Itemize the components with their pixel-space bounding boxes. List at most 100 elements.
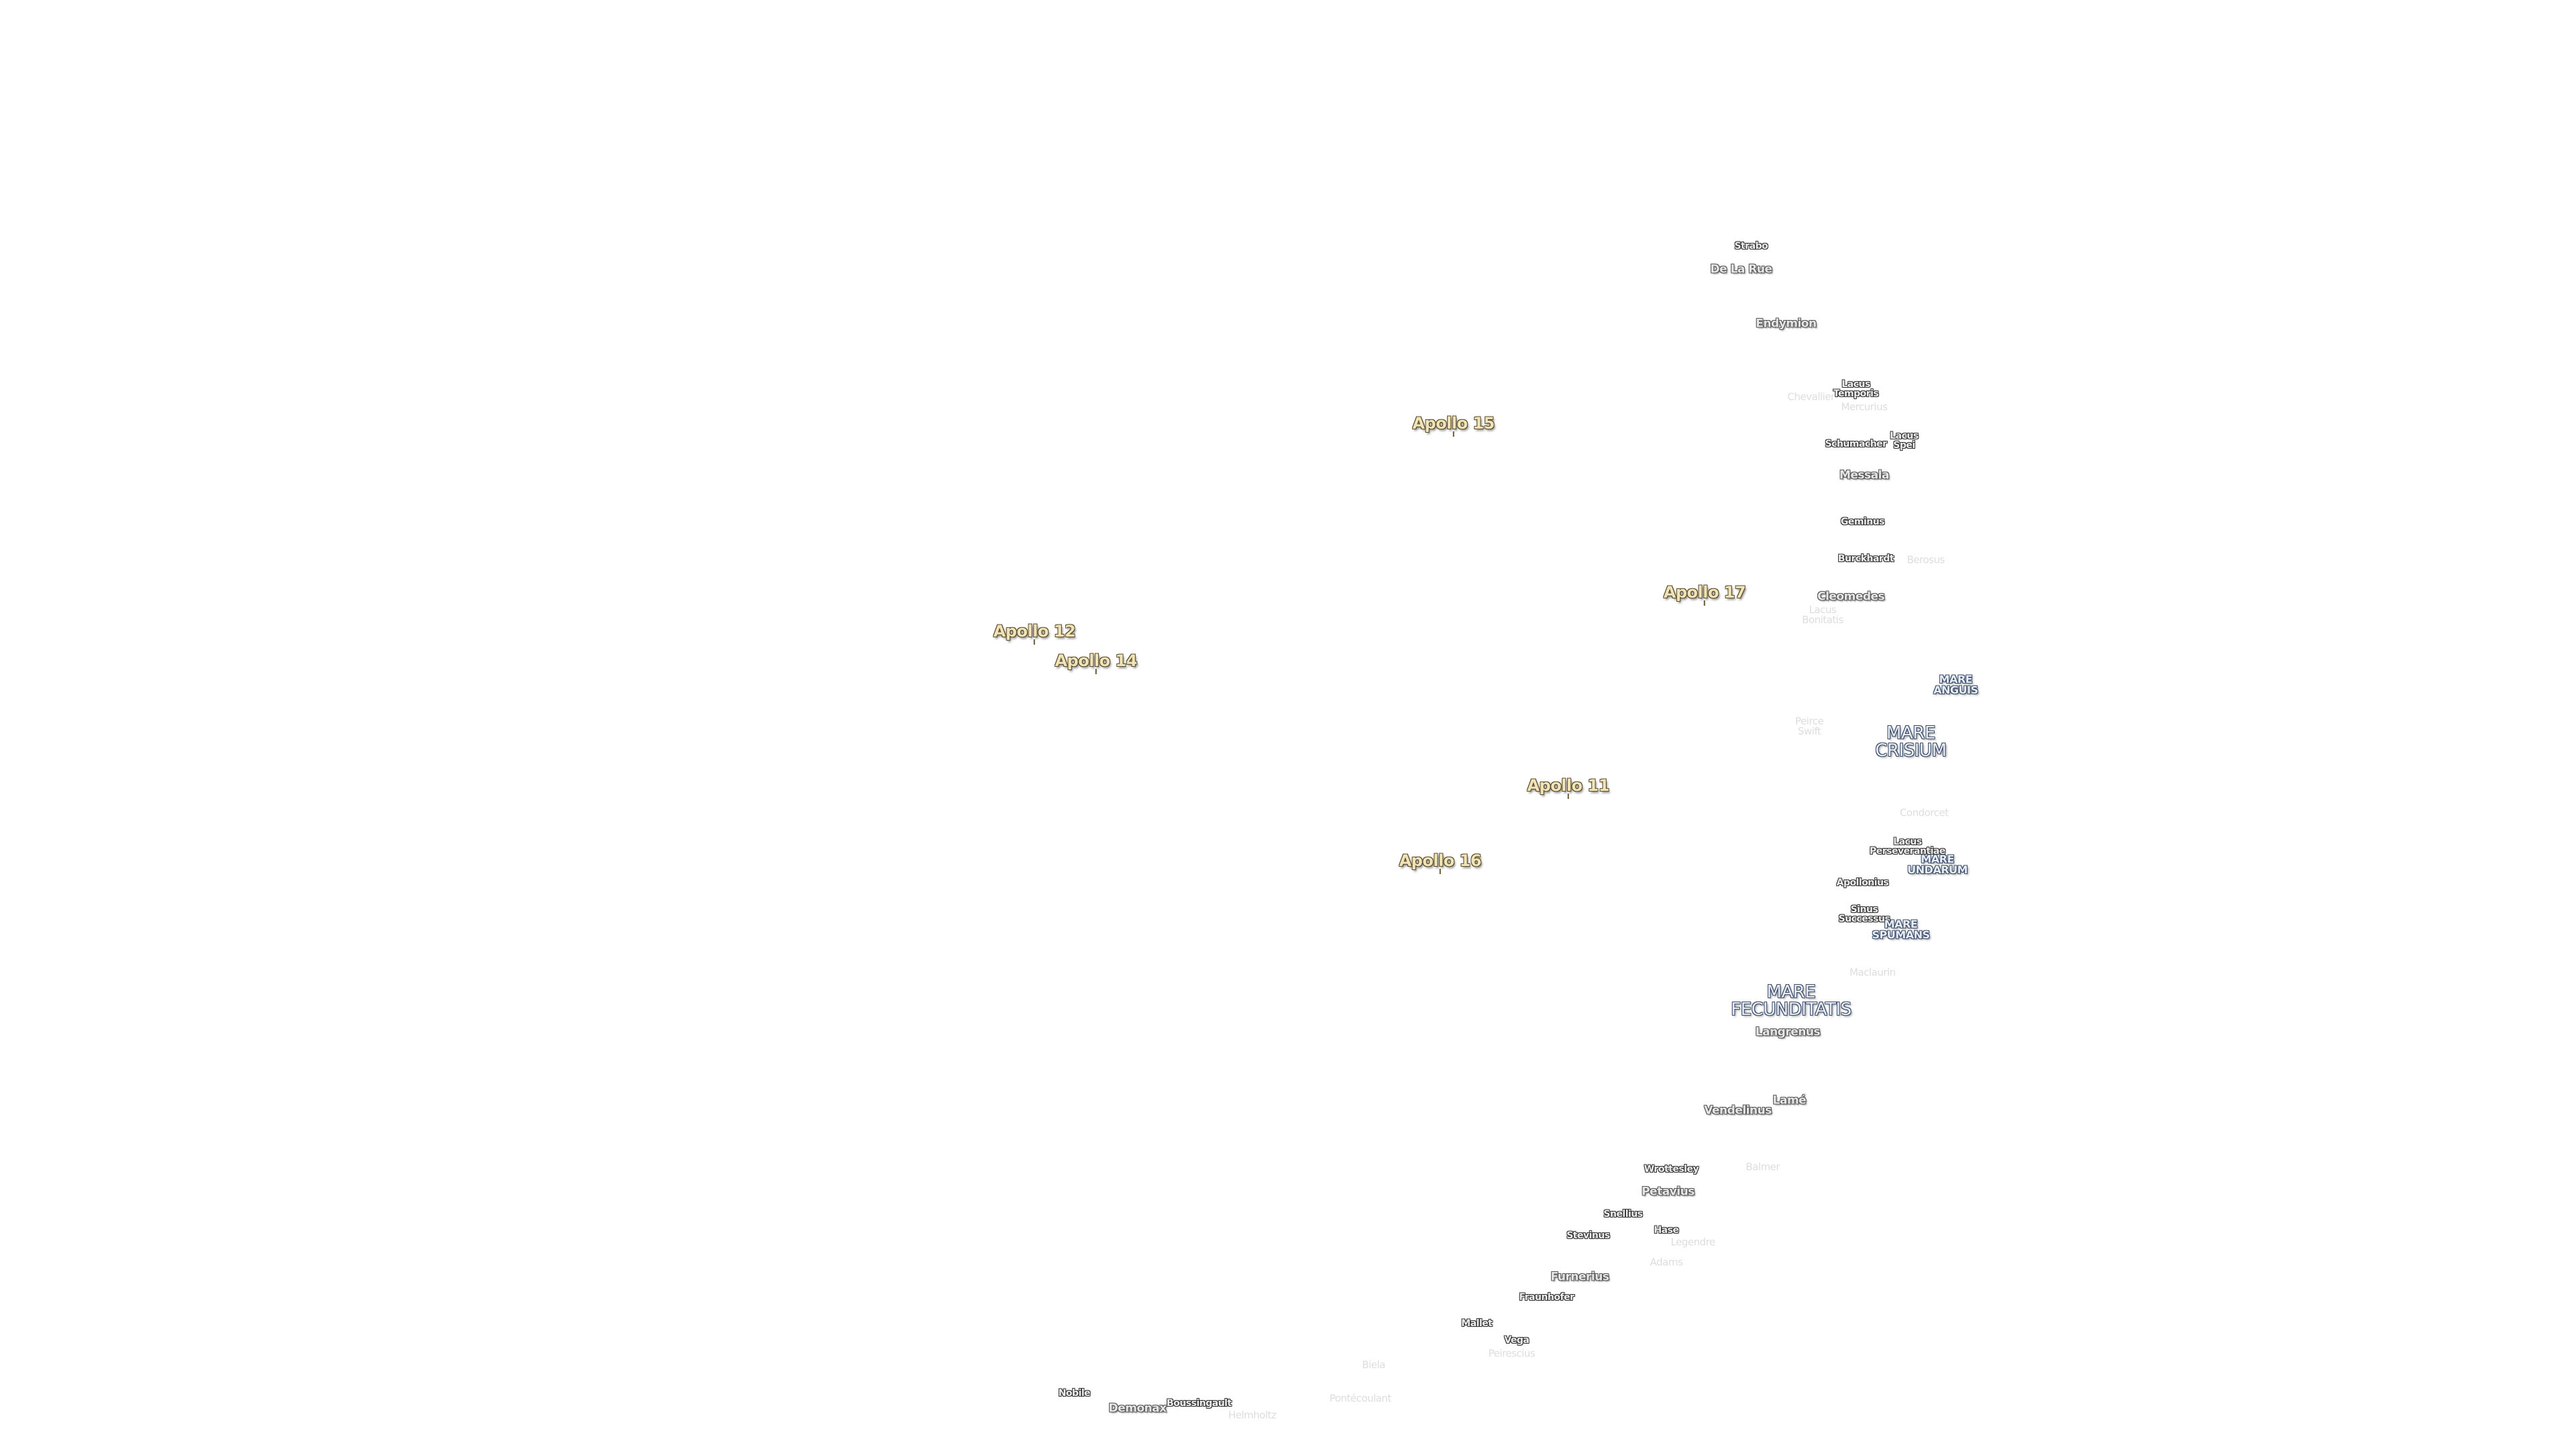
label-line: Peirescius (1488, 1347, 1536, 1360)
label-line: Lacus (1890, 430, 1919, 441)
label-line: Apollo 11 (1527, 776, 1609, 796)
map-label: Apollonius (1837, 878, 1889, 888)
label-line: Apollo 14 (1055, 651, 1137, 671)
map-label: Apollo 11 (1527, 777, 1609, 799)
label-line: Peirce (1795, 715, 1824, 728)
map-label: Furnerius (1551, 1271, 1609, 1283)
map-label: Sinus Successus (1839, 905, 1890, 924)
label-line: Snellius (1603, 1208, 1643, 1220)
label-line: Mallet (1461, 1318, 1493, 1330)
label-line: Lacus (1893, 836, 1922, 847)
map-label: Biela (1362, 1360, 1385, 1371)
map-label: Apollo 14 (1055, 651, 1137, 674)
label-line: Sinus (1850, 904, 1878, 916)
label-line: Vega (1504, 1335, 1529, 1346)
label-line: MARE (1921, 853, 1954, 866)
label-line: Perseverantiae (1869, 845, 1945, 857)
label-line: Lacus (1809, 604, 1837, 616)
map-label: Apollo 15 (1412, 413, 1495, 437)
label-line: Strabo (1734, 240, 1768, 252)
label-line: Demonax (1108, 1401, 1167, 1415)
map-label: Fraunhofer (1519, 1293, 1574, 1302)
label-line: Apollo 12 (993, 621, 1076, 641)
label-line: Geminus (1840, 517, 1885, 528)
label-line: ANGUIS (1933, 684, 1978, 697)
map-label: Adams (1650, 1257, 1683, 1267)
map-label: Stevinus (1566, 1230, 1610, 1241)
map-label: Langrenus (1755, 1025, 1821, 1039)
label-line: Chevallier (1787, 390, 1835, 403)
map-label: Peirce Swift (1795, 715, 1824, 738)
label-line: Lacus (1841, 379, 1870, 390)
label-line: Petavius (1642, 1185, 1695, 1199)
label-line: Lamé (1772, 1093, 1807, 1108)
map-label: Schumacher (1825, 438, 1888, 449)
label-line: Cleomedes (1817, 590, 1885, 604)
map-label: Lacus Bonitatis (1802, 605, 1843, 625)
label-line: CRISIUM (1875, 740, 1947, 761)
label-line: Stevinus (1566, 1230, 1610, 1241)
label-line: Boussingault (1167, 1398, 1232, 1409)
map-label: Burckhardt (1838, 554, 1894, 564)
label-line: Maclaurin (1849, 966, 1896, 979)
label-line: MARE (1884, 917, 1918, 930)
label-line: Apollonius (1836, 877, 1889, 889)
map-label: Hase (1654, 1225, 1679, 1236)
label-line: MARE (1766, 982, 1816, 1003)
label-line: Successus (1838, 914, 1890, 925)
label-line: Messala (1839, 468, 1889, 482)
map-label: Balmer (1746, 1162, 1780, 1173)
label-line: FECUNDITATIS (1731, 1000, 1851, 1020)
map-label: Strabo (1735, 241, 1768, 251)
map-label: Vega (1504, 1336, 1529, 1345)
label-line: Apollo 16 (1399, 851, 1482, 870)
label-line: Vendelinus (1704, 1104, 1772, 1118)
label-line: Condorcet (1899, 806, 1949, 819)
map-label: Condorcet (1900, 808, 1949, 818)
map-label: Geminus (1840, 517, 1885, 528)
map-label: Boussingault (1167, 1399, 1232, 1408)
label-line: MARE (1886, 722, 1935, 743)
label-line: Helmholtz (1228, 1409, 1277, 1421)
map-label: MARE UNDARUM (1907, 854, 1968, 875)
map-label: Cleomedes (1817, 590, 1885, 604)
label-line: Schumacher (1825, 438, 1888, 449)
label-line: Wrottesley (1644, 1163, 1699, 1175)
label-line: MARE (1939, 673, 1973, 686)
map-label: Berosus (1907, 555, 1945, 566)
label-line: De La Rue (1710, 262, 1773, 276)
label-line: Burckhardt (1837, 553, 1894, 564)
map-label: Nobile (1058, 1388, 1091, 1399)
map-label: Demonax (1109, 1403, 1167, 1414)
label-line: Langrenus (1755, 1025, 1821, 1039)
label-line: UNDARUM (1907, 863, 1968, 877)
label-line: Hase (1654, 1225, 1679, 1236)
label-line: Furnerius (1550, 1270, 1609, 1284)
map-label: MARE ANGUIS (1933, 674, 1978, 696)
label-line: Endymion (1756, 317, 1817, 331)
label-line: Swift (1797, 725, 1821, 738)
map-label: Snellius (1603, 1208, 1643, 1220)
map-label: Messala (1839, 470, 1889, 481)
label-line: Fraunhofer (1519, 1291, 1574, 1303)
map-label: Helmholtz (1228, 1409, 1277, 1421)
map-label: MARE SPUMANS (1872, 917, 1930, 941)
map-label: Vendelinus (1704, 1105, 1772, 1116)
label-line: Temporis (1833, 388, 1879, 400)
label-line: Adams (1650, 1256, 1683, 1269)
label-line: Nobile (1058, 1388, 1091, 1399)
map-label: Chevallier (1788, 392, 1835, 402)
map-label: Lacus Spei (1890, 430, 1919, 450)
label-line: Apollo 17 (1663, 583, 1746, 602)
map-label: MARE FECUNDITATIS (1731, 983, 1851, 1018)
label-line: Mercurius (1841, 400, 1888, 413)
map-label: Lacus Perseverantiae (1870, 837, 1945, 856)
map-label: Pontécoulant (1330, 1393, 1391, 1403)
map-label: Maclaurin (1849, 966, 1896, 979)
map-label: Wrottesley (1644, 1165, 1699, 1174)
label-line: Berosus (1907, 553, 1945, 566)
label-line: Biela (1362, 1358, 1385, 1371)
map-label: Mallet (1461, 1318, 1493, 1330)
label-line: Legendre (1670, 1236, 1716, 1248)
label-line: Apollo 15 (1412, 413, 1495, 433)
